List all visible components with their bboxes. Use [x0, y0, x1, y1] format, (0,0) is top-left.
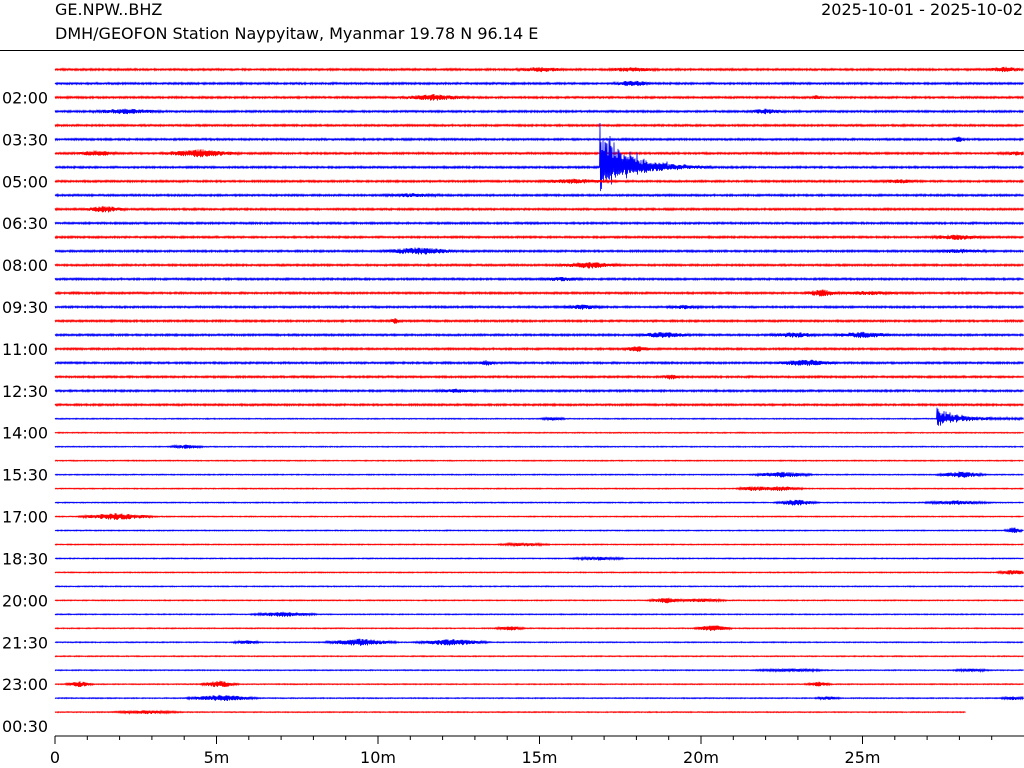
y-tick-label: 23:00 [2, 675, 48, 694]
trace-line-45 [54, 694, 1024, 701]
trace-line-10 [54, 205, 1024, 213]
trace-line-30 [54, 486, 1024, 492]
trace-line-12 [54, 234, 1024, 240]
x-tick-label: 0 [50, 748, 60, 767]
trace-line-27 [54, 444, 1024, 450]
y-tick-label: 15:30 [2, 466, 48, 485]
x-tick-label: 15m [522, 748, 558, 767]
trace-line-42 [54, 654, 1024, 658]
trace-line-21 [54, 359, 1024, 366]
trace-line-41 [54, 638, 1024, 646]
y-tick-label: 03:30 [2, 130, 48, 149]
trace-line-13 [54, 247, 1024, 255]
x-tick-label: 10m [360, 748, 396, 767]
trace-line-20 [54, 346, 1024, 352]
trace-line-34 [54, 541, 1024, 548]
trace-line-17 [54, 304, 1024, 310]
trace-line-31 [54, 499, 1024, 506]
trace-line-38 [54, 597, 1024, 604]
trace-line-19 [54, 331, 1024, 339]
trace-line-15 [54, 276, 1024, 282]
y-tick-label: 05:00 [2, 172, 48, 191]
trace-line-23 [54, 388, 1024, 394]
trace-line-14 [54, 262, 1024, 269]
y-tick-label: 00:30 [2, 717, 48, 736]
y-tick-label: 17:00 [2, 508, 48, 527]
trace-line-2 [54, 94, 1024, 101]
trace-line-26 [54, 431, 1024, 435]
trace-line-28 [54, 459, 1024, 463]
trace-line-44 [54, 680, 1024, 688]
trace-line-33 [54, 527, 1024, 534]
trace-line-9 [54, 192, 1024, 198]
trace-line-39 [54, 611, 1024, 617]
y-tick-label: 21:30 [2, 633, 48, 652]
y-tick-label: 11:00 [2, 340, 48, 359]
trace-line-8 [54, 178, 1024, 184]
axes-group: 02:00 03:30 05:00 06:30 08:00 09:30 11:00 12:30… [0, 50, 1024, 767]
trace-group [54, 66, 1024, 715]
y-tick-label: 14:00 [2, 424, 48, 443]
trace-line-3 [54, 108, 1024, 115]
station-description: DMH/GEOFON Station Naypyitaw, Myanmar 19… [55, 24, 539, 43]
x-tick-label: 20m [683, 748, 719, 767]
trace-line-11 [54, 220, 1024, 226]
trace-line-29 [54, 471, 1024, 478]
trace-line-1 [54, 80, 1024, 86]
y-tick-label: 12:30 [2, 382, 48, 401]
trace-line-32 [54, 513, 1024, 520]
trace-line-5 [54, 136, 1024, 142]
y-tick-label: 02:00 [2, 88, 48, 107]
trace-line-0 [54, 66, 1024, 73]
date-range: 2025-10-01 - 2025-10-02 [821, 0, 1023, 19]
y-tick-label: 06:30 [2, 214, 48, 233]
x-tick-label: 5m [204, 748, 230, 767]
trace-line-37 [54, 585, 1024, 588]
trace-line-4 [54, 123, 1024, 128]
y-tick-label: 09:30 [2, 298, 48, 317]
trace-line-22 [54, 374, 1024, 380]
trace-line-40 [54, 625, 1024, 632]
trace-line-6 [54, 149, 1024, 158]
trace-line-7 [54, 122, 1024, 192]
trace-line-24 [54, 402, 1024, 408]
y-tick-label: 18:30 [2, 549, 48, 568]
station-code: GE.NPW..BHZ [55, 0, 163, 19]
trace-line-43 [54, 667, 1024, 673]
trace-line-18 [54, 317, 1024, 324]
x-tick-label: 25m [845, 748, 881, 767]
y-tick-label: 20:00 [2, 591, 48, 610]
y-tick-label: 08:00 [2, 256, 48, 275]
trace-line-16 [54, 289, 1024, 297]
trace-line-25 [54, 407, 1024, 426]
trace-line-46 [54, 709, 966, 715]
trace-line-35 [54, 555, 1024, 562]
trace-line-36 [54, 569, 1024, 575]
